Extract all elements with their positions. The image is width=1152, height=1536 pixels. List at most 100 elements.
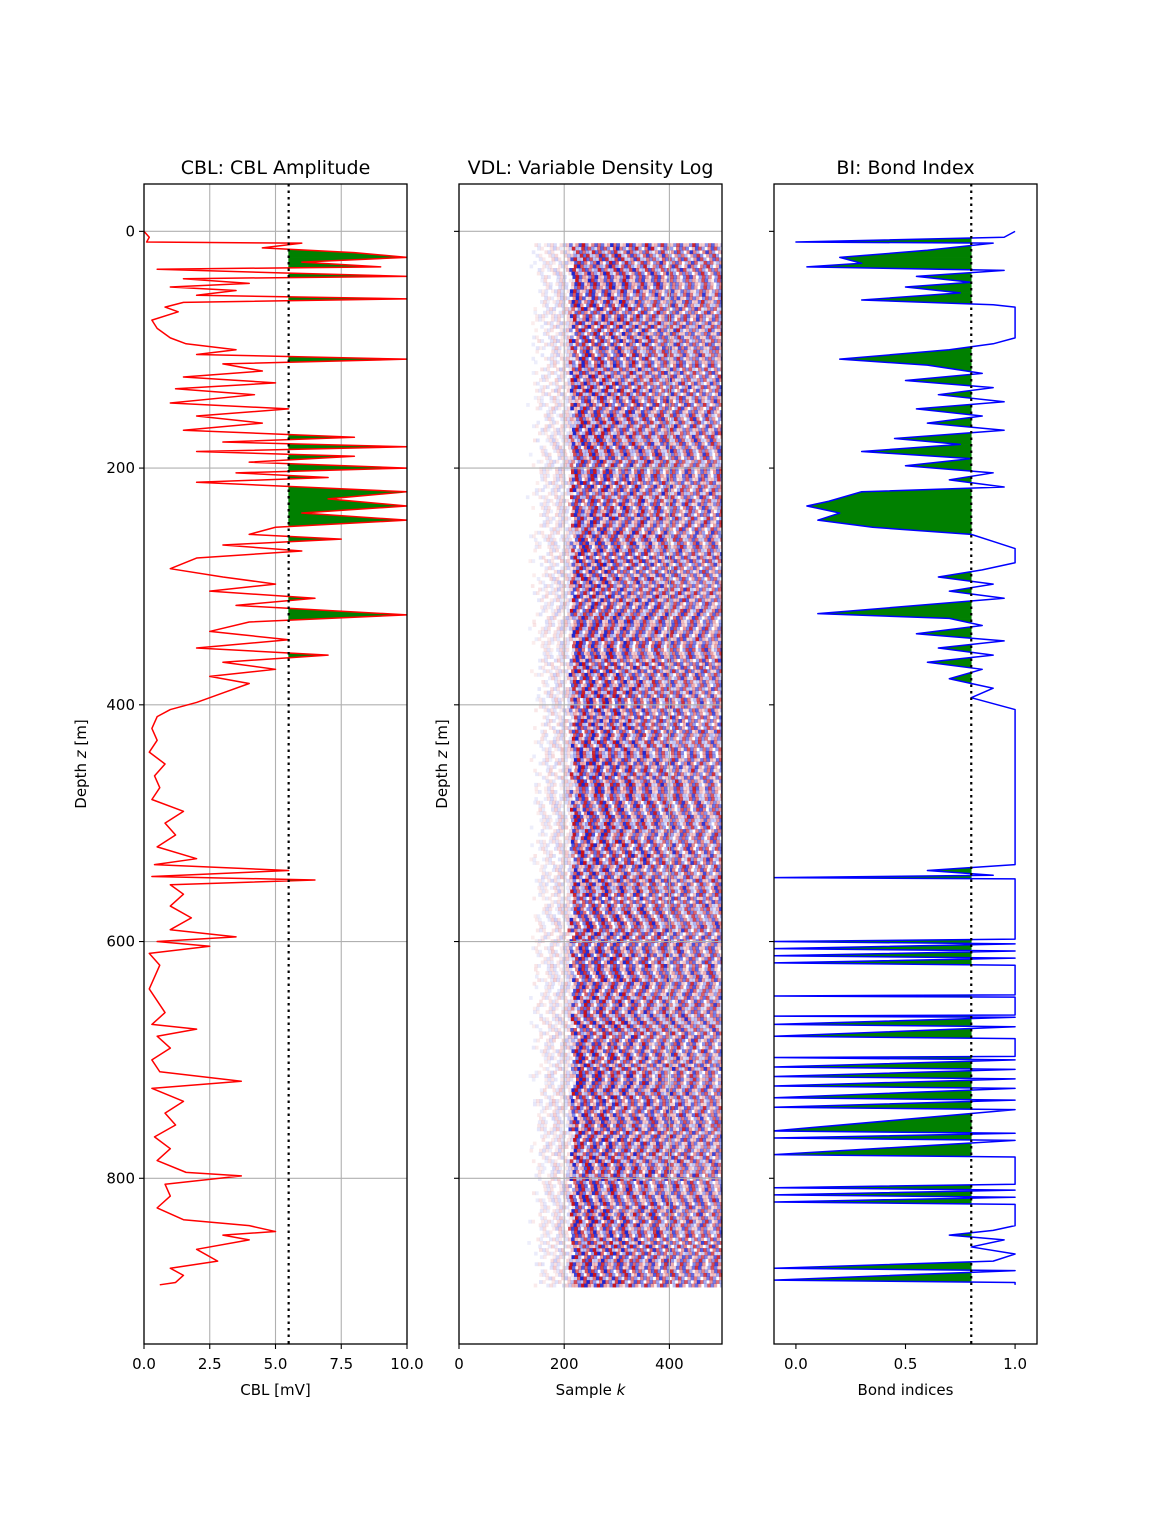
vdl-cell: [702, 495, 707, 500]
vdl-cell: [591, 463, 596, 468]
vdl-cell: [660, 328, 665, 333]
vdl-cell: [688, 385, 692, 390]
vdl-cell: [681, 385, 686, 390]
vdl-cell: [674, 481, 679, 485]
vdl-cell: [676, 363, 680, 368]
vdl-cell: [661, 289, 665, 294]
vdl-cell: [647, 442, 652, 446]
vdl-cell: [646, 406, 650, 411]
vdl-cell: [707, 300, 711, 304]
vdl-cell: [664, 534, 669, 539]
vdl-cell: [697, 260, 701, 265]
vdl-cell: [600, 477, 604, 482]
vdl-cell: [639, 452, 643, 457]
vdl-cell: [651, 559, 656, 564]
vdl-cell: [616, 374, 621, 379]
vdl-cell: [601, 317, 605, 322]
vdl-cell: [544, 417, 549, 422]
vdl-cell: [638, 434, 642, 439]
vdl-cell: [679, 296, 684, 301]
vdl-cell: [644, 324, 648, 329]
vdl-cell: [566, 314, 571, 319]
vdl-cell: [608, 253, 612, 258]
vdl-cell: [656, 438, 660, 443]
vdl-cell: [598, 253, 603, 258]
vdl-cell: [553, 360, 557, 365]
x-tick-label: 7.5: [329, 1355, 353, 1373]
vdl-cell: [694, 552, 699, 556]
vdl-cell: [707, 307, 711, 311]
vdl-cell: [569, 268, 573, 272]
vdl-cell: [718, 314, 722, 319]
vdl-cell: [576, 491, 580, 496]
vdl-cell: [661, 424, 665, 429]
vdl-cell: [559, 367, 563, 372]
vdl-cell: [607, 452, 612, 457]
vdl-cell: [714, 278, 718, 283]
vdl-cell: [602, 282, 607, 287]
vdl-cell: [631, 520, 635, 525]
vdl-cell: [635, 275, 640, 279]
vdl-cell: [701, 552, 705, 556]
vdl-cell: [659, 264, 663, 269]
vdl-cell: [705, 431, 709, 436]
vdl-cell: [605, 282, 610, 287]
vdl-cell: [613, 392, 618, 397]
vdl-cell: [590, 367, 595, 372]
vdl-cell: [585, 371, 589, 375]
vdl-cell: [659, 438, 663, 443]
vdl-cell: [637, 310, 642, 315]
vdl-cell: [540, 530, 545, 535]
vdl-cell: [587, 246, 592, 251]
vdl-cell: [601, 566, 606, 571]
vdl-cell: [672, 271, 677, 276]
vdl-cell: [629, 296, 633, 301]
vdl-cell: [701, 360, 705, 365]
vdl-cell: [554, 317, 558, 322]
vdl-cell: [627, 523, 632, 528]
vdl-cell: [657, 339, 661, 343]
vdl-cell: [706, 555, 710, 560]
vdl-cell: [547, 566, 552, 571]
vdl-cell: [565, 310, 569, 315]
vdl-cell: [607, 566, 612, 571]
vdl-cell: [575, 321, 579, 326]
vdl-cell: [666, 399, 670, 404]
vdl-cell: [717, 360, 721, 365]
vdl-cell: [605, 470, 610, 475]
vdl-cell: [590, 271, 595, 276]
vdl-cell: [688, 474, 692, 478]
vdl-cell: [642, 534, 647, 539]
vdl-cell: [681, 282, 686, 287]
vdl-cell: [669, 484, 673, 489]
vdl-cell: [594, 498, 598, 503]
vdl-cell: [659, 307, 664, 311]
vdl-cell: [555, 445, 559, 450]
vdl-cell: [632, 268, 636, 272]
vdl-cell: [654, 427, 658, 432]
vdl-cell: [713, 520, 717, 525]
vdl-cell: [603, 484, 607, 489]
vdl-cell: [596, 300, 601, 304]
vdl-cell: [582, 289, 587, 294]
vdl-cell: [573, 566, 577, 571]
vdl-cell: [595, 253, 600, 258]
vdl-cell: [554, 253, 559, 258]
vdl-cell: [633, 388, 637, 393]
vdl-cell: [706, 260, 711, 265]
vdl-cell: [701, 413, 706, 418]
vdl-cell: [692, 292, 697, 297]
vdl-cell: [628, 552, 633, 556]
vdl-cell: [566, 335, 571, 340]
vdl-cell: [534, 360, 538, 365]
vdl-cell: [650, 502, 654, 507]
vdl-cell: [639, 335, 644, 340]
vdl-cell: [701, 243, 706, 248]
vdl-cell: [654, 296, 659, 301]
vdl-cell: [714, 569, 719, 574]
vdl-cell: [617, 289, 621, 294]
vdl-cell: [584, 246, 588, 251]
vdl-cell: [566, 431, 570, 436]
vdl-cell: [644, 307, 648, 311]
vdl-cell: [640, 307, 645, 311]
